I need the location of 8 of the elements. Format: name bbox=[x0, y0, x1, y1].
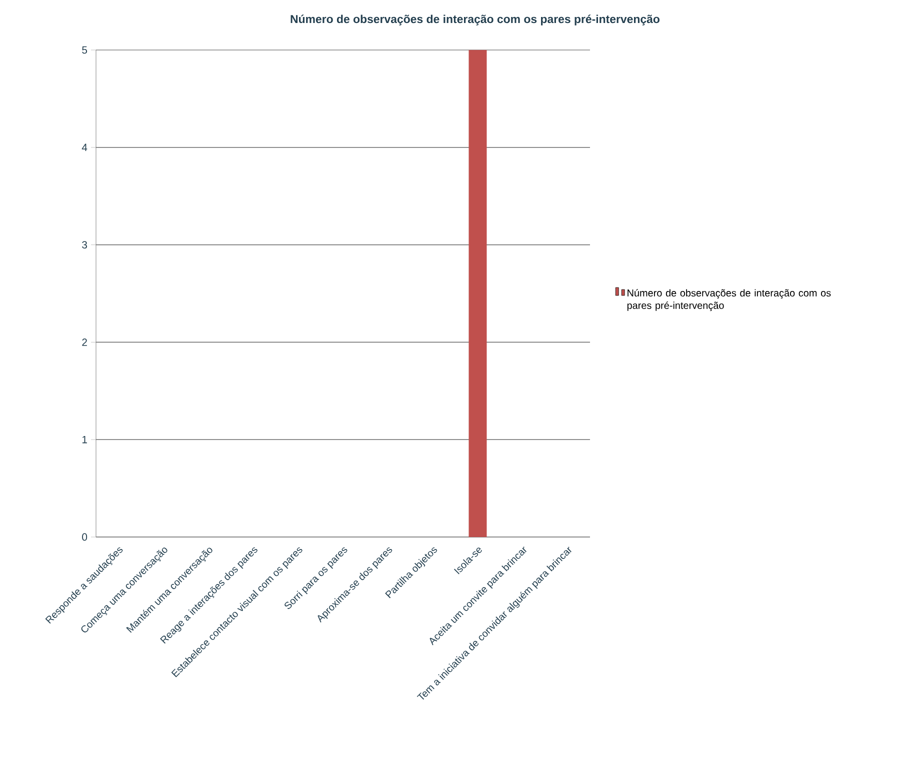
chart-title: Número de observações de interação com os pares pré-intervenção bbox=[290, 14, 660, 26]
y-tick-label: 1 bbox=[82, 436, 87, 444]
y-tick-label: 2 bbox=[82, 338, 87, 346]
y-tick-label: 3 bbox=[82, 241, 88, 249]
legend-label: Número de observações de interação com os pares pré-intervenção bbox=[627, 289, 831, 311]
y-tick-label: 4 bbox=[82, 144, 88, 151]
y-tick-label: 5 bbox=[82, 46, 88, 54]
y-tick-label: 0 bbox=[82, 533, 88, 541]
